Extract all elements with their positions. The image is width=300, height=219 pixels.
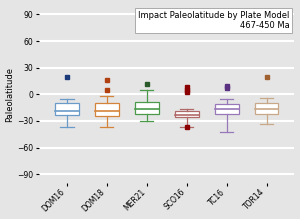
Bar xyxy=(55,103,79,115)
Bar xyxy=(175,111,199,117)
Text: Impact Paleolatitude by Plate Model
467-450 Ma: Impact Paleolatitude by Plate Model 467-… xyxy=(138,11,289,30)
Bar xyxy=(95,103,119,116)
Bar xyxy=(254,103,278,114)
Y-axis label: Paleolatitude: Paleolatitude xyxy=(6,67,15,122)
Bar xyxy=(135,102,159,114)
Bar xyxy=(214,104,239,114)
